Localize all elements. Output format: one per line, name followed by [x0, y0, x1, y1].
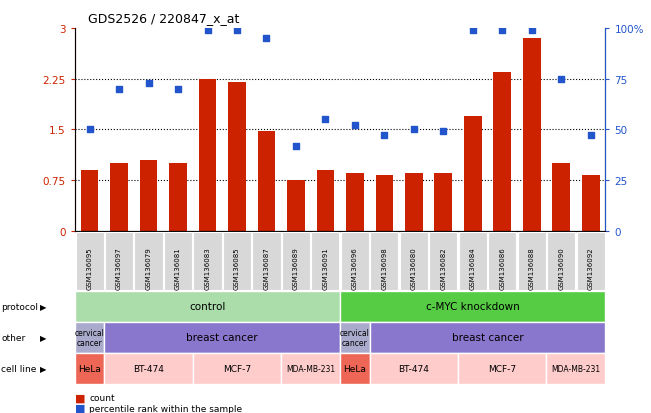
- Bar: [376, 176, 393, 231]
- Text: GSM136098: GSM136098: [381, 247, 387, 289]
- Text: GSM136079: GSM136079: [146, 247, 152, 289]
- Bar: [169, 164, 187, 231]
- Point: [291, 143, 301, 150]
- Bar: [110, 164, 128, 231]
- Text: breast cancer: breast cancer: [186, 332, 258, 343]
- Text: GDS2526 / 220847_x_at: GDS2526 / 220847_x_at: [88, 12, 240, 25]
- Text: GSM136092: GSM136092: [588, 247, 594, 289]
- Text: GSM136088: GSM136088: [529, 247, 534, 289]
- Text: GSM136096: GSM136096: [352, 247, 358, 289]
- Text: cell line: cell line: [1, 364, 36, 373]
- Text: ▶: ▶: [40, 333, 47, 342]
- Text: other: other: [1, 333, 25, 342]
- Bar: [199, 79, 216, 231]
- Bar: [582, 176, 600, 231]
- Text: GSM136080: GSM136080: [411, 247, 417, 289]
- Point: [143, 80, 154, 87]
- Text: BT-474: BT-474: [133, 364, 164, 373]
- Bar: [140, 160, 158, 231]
- Text: cervical
cancer: cervical cancer: [75, 328, 105, 347]
- Bar: [346, 174, 364, 231]
- Bar: [405, 174, 422, 231]
- Text: GSM136083: GSM136083: [204, 247, 210, 289]
- Text: GSM136095: GSM136095: [87, 247, 92, 289]
- Point: [497, 28, 508, 34]
- Text: GSM136090: GSM136090: [558, 247, 564, 289]
- Point: [114, 86, 124, 93]
- Text: MDA-MB-231: MDA-MB-231: [286, 364, 335, 373]
- Text: GSM136086: GSM136086: [499, 247, 505, 289]
- Point: [527, 28, 537, 34]
- Text: ▶: ▶: [40, 364, 47, 373]
- Text: MCF-7: MCF-7: [223, 364, 251, 373]
- Text: percentile rank within the sample: percentile rank within the sample: [89, 404, 242, 413]
- Text: cervical
cancer: cervical cancer: [340, 328, 370, 347]
- Text: c-MYC knockdown: c-MYC knockdown: [426, 301, 519, 312]
- Text: breast cancer: breast cancer: [452, 332, 523, 343]
- Text: protocol: protocol: [1, 302, 38, 311]
- Bar: [316, 171, 334, 231]
- Text: GSM136081: GSM136081: [175, 247, 181, 289]
- Bar: [81, 171, 98, 231]
- Text: GSM136084: GSM136084: [470, 247, 476, 289]
- Text: GSM136085: GSM136085: [234, 247, 240, 289]
- Text: BT-474: BT-474: [398, 364, 429, 373]
- Text: ▶: ▶: [40, 302, 47, 311]
- Text: GSM136089: GSM136089: [293, 247, 299, 289]
- Point: [585, 133, 596, 140]
- Point: [409, 127, 419, 133]
- Text: count: count: [89, 393, 115, 402]
- Text: GSM136087: GSM136087: [264, 247, 270, 289]
- Point: [467, 28, 478, 34]
- Bar: [523, 39, 540, 231]
- Point: [320, 116, 331, 123]
- Text: MDA-MB-231: MDA-MB-231: [551, 364, 600, 373]
- Point: [379, 133, 389, 140]
- Bar: [287, 180, 305, 231]
- Point: [202, 28, 213, 34]
- Text: GSM136082: GSM136082: [440, 247, 447, 289]
- Text: control: control: [189, 301, 226, 312]
- Point: [232, 28, 242, 34]
- Text: GSM136091: GSM136091: [322, 247, 328, 289]
- Bar: [493, 73, 511, 231]
- Bar: [228, 83, 246, 231]
- Bar: [258, 131, 275, 231]
- Text: MCF-7: MCF-7: [488, 364, 516, 373]
- Point: [556, 76, 566, 83]
- Point: [85, 127, 95, 133]
- Text: HeLa: HeLa: [344, 364, 367, 373]
- Bar: [552, 164, 570, 231]
- Text: HeLa: HeLa: [78, 364, 101, 373]
- Text: ■: ■: [75, 403, 85, 413]
- Point: [173, 86, 183, 93]
- Point: [261, 36, 271, 42]
- Text: GSM136097: GSM136097: [116, 247, 122, 289]
- Bar: [464, 116, 482, 231]
- Bar: [434, 174, 452, 231]
- Point: [438, 129, 449, 135]
- Text: ■: ■: [75, 392, 85, 402]
- Point: [350, 123, 360, 129]
